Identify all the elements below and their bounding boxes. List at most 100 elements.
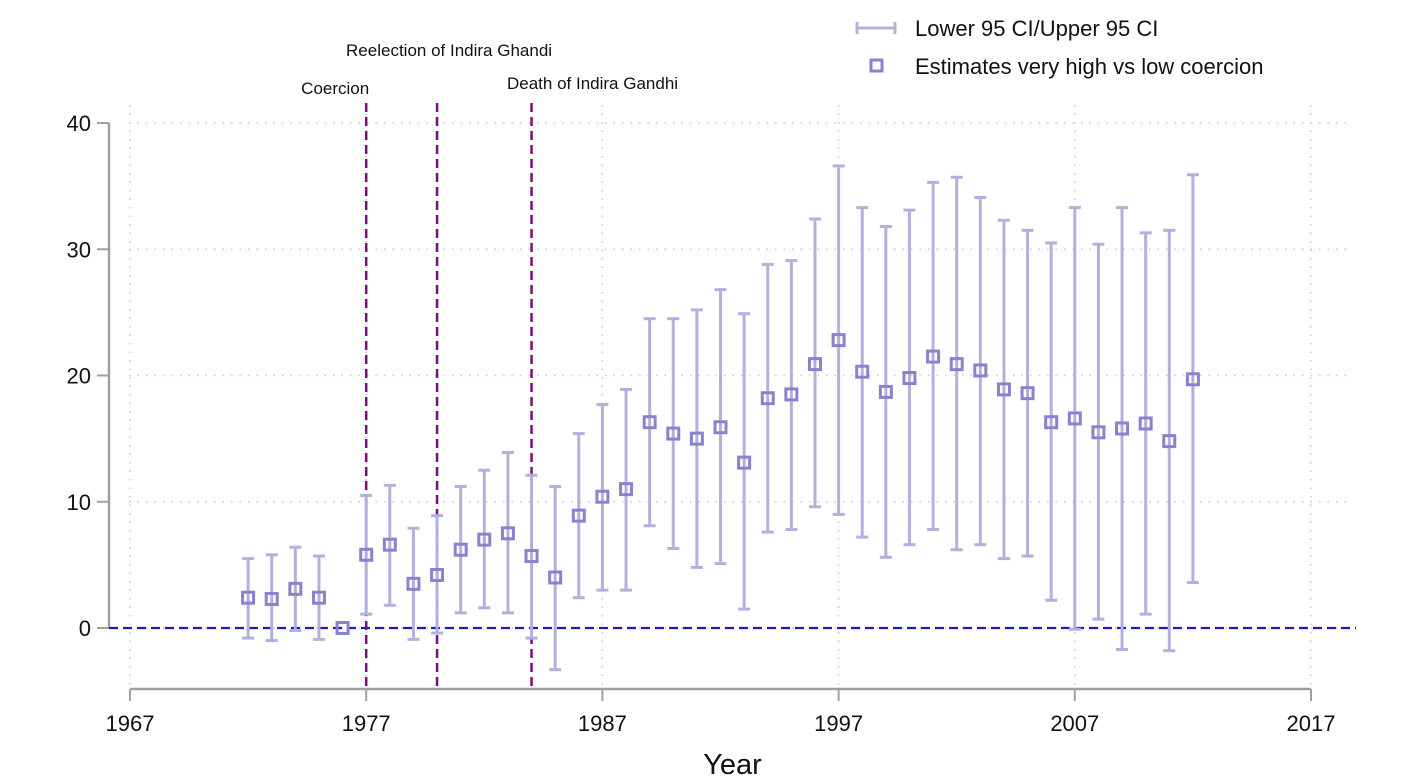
estimate-point: [760, 391, 775, 406]
estimate-point: [430, 567, 445, 582]
x-tick-label: 1977: [342, 711, 391, 736]
estimate-point: [784, 387, 799, 402]
estimate-point: [902, 371, 917, 386]
estimate-point: [713, 420, 728, 435]
ci-bar: [1186, 173, 1199, 585]
estimate-point: [973, 363, 988, 378]
x-tick-label: 1987: [578, 711, 627, 736]
ci-bar: [407, 526, 420, 641]
y-tick-label: 10: [67, 490, 91, 515]
estimate-point: [548, 570, 563, 585]
ci-bar: [738, 312, 751, 611]
legend-item-estimate: Estimates very high vs low coercion: [869, 54, 1263, 79]
estimate-point: [406, 576, 421, 591]
ci-bar: [478, 468, 491, 610]
estimate-point: [689, 431, 704, 446]
estimate-point: [1091, 425, 1106, 440]
ci-bar: [761, 262, 774, 534]
ci-bar: [572, 432, 585, 600]
x-ticks: 1967 1977 1987 1997 2007 2017: [106, 689, 1336, 736]
estimate-point: [737, 455, 752, 470]
x-axis-label: Year: [703, 749, 762, 781]
ci-bar: [454, 485, 467, 615]
y-tick-label: 20: [67, 364, 91, 389]
estimate-point: [926, 349, 941, 364]
ci-bar: [950, 175, 963, 552]
estimate-point: [524, 549, 539, 564]
event-label: Coercion: [301, 79, 369, 98]
ci-bar: [1116, 206, 1129, 651]
ci-bar: [832, 164, 845, 516]
ci-bar: [785, 259, 798, 532]
estimate-point: [1115, 421, 1130, 436]
ci-bar: [1068, 206, 1081, 631]
ci-bar: [927, 180, 940, 532]
estimate-point: [382, 537, 397, 552]
ci-bar: [997, 218, 1010, 561]
event-label: Reelection of Indira Ghandi: [346, 41, 552, 60]
estimate-point: [619, 482, 634, 497]
estimate-point: [453, 542, 468, 557]
estimate-point: [359, 547, 374, 562]
legend: Lower 95 CI/Upper 95 CI Estimates very h…: [855, 16, 1263, 79]
event-lines: Coercion Reelection of Indira Ghandi Death…: [301, 41, 678, 689]
ci-bar: [690, 308, 703, 569]
estimate-point: [996, 382, 1011, 397]
x-tick-label: 2017: [1287, 711, 1336, 736]
estimate-point: [878, 384, 893, 399]
ci-bar: [360, 493, 373, 616]
ci-bar: [974, 195, 987, 547]
ci-bar: [312, 554, 325, 641]
estimate-point: [1138, 416, 1153, 431]
estimate-point: [831, 333, 846, 348]
confidence-intervals: [242, 164, 1199, 672]
estimate-point: [311, 590, 326, 605]
estimate-markers: [241, 333, 1200, 635]
x-tick-label: 1967: [106, 711, 155, 736]
ci-bar: [808, 217, 821, 509]
estimate-point: [1020, 386, 1035, 401]
ci-bar: [596, 403, 609, 592]
y-ticks: 0 10 20 30 40: [67, 111, 109, 641]
ci-bar: [620, 387, 633, 592]
x-tick-label: 1997: [814, 711, 863, 736]
ci-bar: [856, 206, 869, 539]
estimate-point: [855, 364, 870, 379]
ci-bar: [1092, 242, 1105, 621]
estimate-point: [477, 532, 492, 547]
ci-bar: [714, 288, 727, 566]
x-tick-label: 2007: [1050, 711, 1099, 736]
ci-bar: [1163, 228, 1176, 653]
estimate-point: [949, 357, 964, 372]
estimate-point: [264, 591, 279, 606]
estimate-point: [571, 508, 586, 523]
legend-square-icon: [869, 58, 884, 73]
ci-bar: [667, 317, 680, 550]
event-label: Death of Indira Gandhi: [507, 74, 678, 93]
ci-bar: [242, 557, 255, 640]
ci-bar: [879, 225, 892, 559]
ci-bar: [1021, 228, 1034, 558]
estimate-point: [335, 621, 350, 635]
ci-bar: [903, 208, 916, 547]
estimate-point: [807, 357, 822, 372]
ci-bar: [265, 553, 278, 643]
estimate-point: [642, 415, 657, 430]
ci-bar: [1045, 241, 1058, 602]
estimate-point: [1044, 415, 1059, 430]
estimate-point: [1162, 434, 1177, 449]
ci-bar: [431, 514, 444, 635]
legend-label-ci: Lower 95 CI/Upper 95 CI: [915, 16, 1158, 41]
y-tick-label: 30: [67, 237, 91, 262]
ci-bar: [643, 317, 656, 528]
ci-bar: [525, 473, 538, 640]
ci-bar: [549, 485, 562, 672]
legend-item-ci: Lower 95 CI/Upper 95 CI: [855, 16, 1158, 41]
estimate-point: [1185, 372, 1200, 387]
ci-bar: [383, 483, 396, 607]
estimate-point: [288, 581, 303, 596]
axes: [107, 123, 1311, 691]
ci-bar: [501, 451, 514, 615]
y-tick-label: 40: [67, 111, 91, 136]
